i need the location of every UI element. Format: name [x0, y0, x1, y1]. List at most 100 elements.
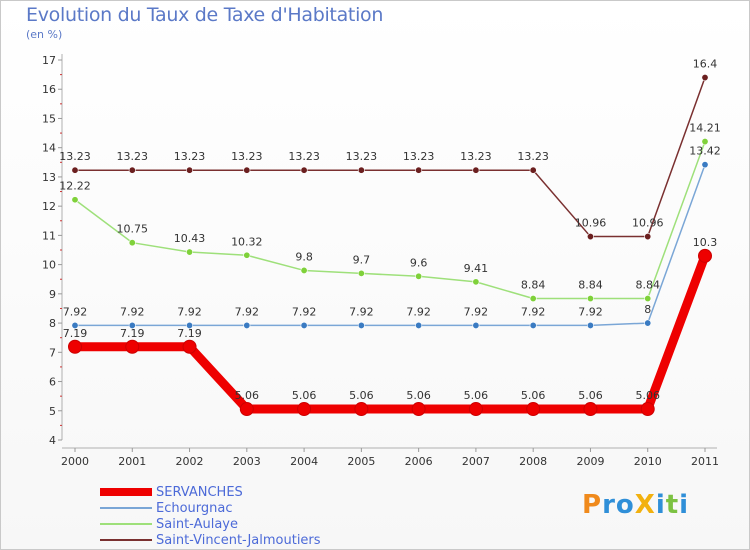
data-label: 7.92: [177, 305, 202, 318]
data-label: 7.92: [578, 305, 603, 318]
data-point: [71, 321, 79, 329]
y-tick-label: 12: [42, 200, 56, 213]
data-point: [71, 166, 79, 174]
data-label: 7.92: [120, 305, 145, 318]
series-line-echourgnac: [74, 163, 706, 327]
data-label: 7.19: [120, 327, 145, 340]
x-tick-label: 2010: [634, 455, 662, 468]
data-label: 7.92: [464, 305, 489, 318]
data-point: [186, 248, 194, 256]
y-tick-label: 5: [49, 405, 56, 418]
logo-letter: i: [679, 490, 690, 520]
data-point: [472, 166, 480, 174]
data-label: 5.06: [521, 389, 546, 402]
data-label: 5.06: [235, 389, 260, 402]
data-point: [68, 339, 82, 354]
x-tick-label: 2001: [118, 455, 146, 468]
data-point: [526, 402, 541, 417]
data-label: 10.75: [117, 223, 149, 236]
legend-item: Saint-Vincent-Jalmoutiers: [100, 532, 321, 548]
y-tick-label: 7: [49, 346, 56, 359]
data-label: 10.96: [575, 217, 607, 230]
logo-letter: i: [655, 490, 666, 520]
legend-label: SERVANCHES: [156, 484, 243, 500]
x-tick-label: 2005: [347, 455, 375, 468]
logo-letter: r: [602, 490, 616, 520]
data-label: 12.22: [59, 180, 91, 193]
data-point: [701, 74, 709, 82]
legend-swatch: [100, 523, 152, 525]
data-label: 8.84: [635, 279, 660, 292]
legend-item: SERVANCHES: [100, 484, 321, 500]
data-point: [529, 295, 537, 303]
data-point: [357, 321, 365, 329]
data-point: [300, 321, 308, 329]
data-point: [644, 233, 652, 241]
data-point: [583, 402, 598, 417]
data-label: 9.6: [410, 256, 428, 269]
data-label: 13.23: [288, 150, 320, 163]
data-point: [472, 321, 480, 329]
x-tick-label: 2000: [61, 455, 89, 468]
x-tick-label: 2006: [405, 455, 433, 468]
data-point: [701, 138, 709, 146]
y-tick-label: 14: [42, 142, 56, 155]
data-point: [640, 402, 655, 417]
y-tick-label: 10: [42, 259, 56, 272]
data-label: 13.23: [403, 150, 435, 163]
y-tick-label: 13: [42, 171, 56, 184]
data-label: 7.92: [235, 305, 260, 318]
data-point: [529, 321, 537, 329]
data-point: [300, 166, 308, 174]
data-point: [243, 166, 251, 174]
series-line-servanches: [70, 251, 710, 414]
data-point: [698, 248, 712, 263]
series-line-saint-vincent-jalmoutiers: [74, 76, 706, 238]
data-label: 13.23: [174, 150, 206, 163]
y-tick-label: 15: [42, 112, 56, 125]
proxiti-logo: ProXiti: [582, 490, 689, 520]
x-tick-label: 2011: [691, 455, 719, 468]
data-label: 10.96: [632, 217, 664, 230]
data-label: 7.92: [521, 305, 546, 318]
data-point: [411, 402, 426, 417]
data-point: [128, 239, 136, 247]
data-label: 5.06: [406, 389, 431, 402]
data-label: 8.84: [578, 279, 603, 292]
x-tick-label: 2009: [576, 455, 604, 468]
data-point: [586, 295, 594, 303]
data-label: 5.06: [292, 389, 317, 402]
data-label: 10.32: [231, 235, 263, 248]
data-label: 13.23: [59, 150, 91, 163]
data-label: 5.06: [464, 389, 489, 402]
logo-letter: X: [634, 490, 656, 520]
x-tick-label: 2007: [462, 455, 490, 468]
data-label: 13.23: [517, 150, 549, 163]
y-tick-label: 16: [42, 83, 56, 96]
data-label: 7.19: [177, 327, 202, 340]
logo-letter: o: [615, 490, 635, 520]
y-tick-label: 4: [49, 434, 56, 447]
data-point: [472, 278, 480, 286]
logo-letter: P: [582, 490, 603, 520]
y-tick-label: 11: [42, 229, 56, 242]
chart-legend: SERVANCHES Echourgnac Saint-Aulaye Saint-Vi…: [100, 484, 321, 548]
data-label: 14.21: [689, 122, 721, 135]
data-label: 5.06: [635, 389, 660, 402]
data-label: 7.92: [406, 305, 431, 318]
legend-item: Echourgnac: [100, 500, 321, 516]
data-point: [415, 166, 423, 174]
data-point: [415, 321, 423, 329]
x-tick-label: 2008: [519, 455, 547, 468]
legend-swatch: [100, 507, 152, 509]
data-label: 5.06: [349, 389, 374, 402]
data-point: [586, 233, 594, 241]
data-label: 8.84: [521, 279, 546, 292]
data-point: [586, 321, 594, 329]
data-label: 10.3: [693, 236, 718, 249]
data-point: [701, 161, 709, 169]
y-tick-label: 8: [49, 317, 56, 330]
data-label: 7.19: [63, 327, 88, 340]
